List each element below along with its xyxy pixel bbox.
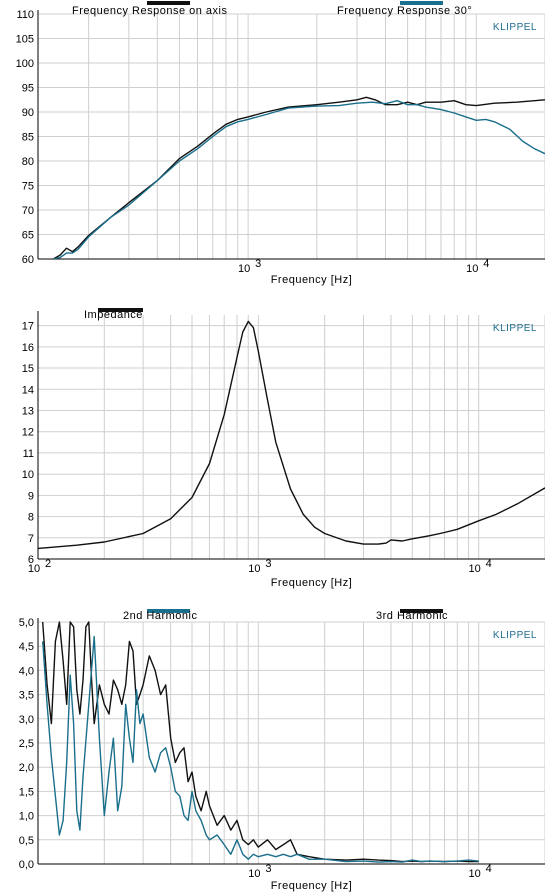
brand-label: KLIPPEL xyxy=(493,630,537,641)
legend-label: 2nd Harmonic xyxy=(123,610,197,622)
y-tick-label: 15 xyxy=(22,363,34,375)
x-tick-exponent: 4 xyxy=(486,863,492,875)
y-tick-label: 2,5 xyxy=(19,738,34,750)
y-tick-label: 17 xyxy=(22,321,34,333)
legend-label: 3rd Harmonic xyxy=(376,610,448,622)
legend-label: Frequency Response on axis xyxy=(72,5,227,17)
y-tick-label: 85 xyxy=(22,132,34,144)
series-line-impedance xyxy=(38,320,545,550)
y-tick-label: 7 xyxy=(28,533,34,545)
legend-swatch xyxy=(400,609,443,613)
series-line-frequency-response-30- xyxy=(53,99,545,259)
x-tick-label: 10 xyxy=(469,563,481,575)
y-tick-label: 4,0 xyxy=(19,665,34,677)
x-tick-exponent: 4 xyxy=(486,558,492,570)
y-tick-label: 10 xyxy=(22,469,34,481)
chart-imp: 6 7 8 9 10 11 12 13 14 15 16 17 10 2 10 3 10 4 Frequency [… xyxy=(22,308,545,589)
x-axis-label: Frequency [Hz] xyxy=(271,577,353,589)
y-tick-label: 110 xyxy=(16,9,34,21)
y-tick-label: 16 xyxy=(22,342,34,354)
legend-swatch xyxy=(147,609,190,613)
y-tick-label: 1,0 xyxy=(19,811,34,823)
x-tick-exponent: 3 xyxy=(265,558,271,570)
y-tick-label: 90 xyxy=(22,107,34,119)
y-tick-label: 1,5 xyxy=(19,786,34,798)
y-tick-label: 3,0 xyxy=(19,714,34,726)
legend-label: Impedance xyxy=(84,309,143,321)
x-tick-label: 10 xyxy=(248,868,260,880)
y-tick-label: 5,0 xyxy=(19,617,34,629)
y-tick-label: 14 xyxy=(22,384,34,396)
y-tick-label: 80 xyxy=(22,156,34,168)
y-tick-label: 2,0 xyxy=(19,762,34,774)
brand-label: KLIPPEL xyxy=(493,323,537,334)
y-tick-label: 13 xyxy=(22,405,34,417)
legend-swatch xyxy=(98,308,143,312)
x-tick-exponent: 3 xyxy=(255,258,261,270)
chart-freq: 60 65 70 75 80 85 90 95 100 105 110 10 3 10 4 Frequency… xyxy=(16,1,545,286)
legend-label: Frequency Response 30° xyxy=(337,5,472,17)
x-axis-label: Frequency [Hz] xyxy=(271,274,353,286)
series-line-2nd-harmonic xyxy=(42,635,479,863)
legend-swatch xyxy=(147,1,190,5)
y-tick-label: 3,5 xyxy=(19,690,34,702)
y-tick-label: 6 xyxy=(28,554,34,566)
y-tick-label: 11 xyxy=(23,448,34,460)
y-tick-label: 60 xyxy=(22,254,34,266)
chart-harm: 0,0 0,5 1,0 1,5 2,0 2,5 3,0 3,5 4,0 4,5 5,0 10 3 10 4 F… xyxy=(19,609,545,892)
y-tick-label: 0,5 xyxy=(19,835,34,847)
x-tick-label: 10 xyxy=(28,563,40,575)
y-tick-label: 8 xyxy=(28,512,34,524)
x-tick-exponent: 2 xyxy=(45,558,51,570)
y-tick-label: 95 xyxy=(22,83,34,95)
x-tick-label: 10 xyxy=(248,563,260,575)
y-tick-label: 65 xyxy=(22,230,34,242)
y-tick-label: 100 xyxy=(16,58,34,70)
y-tick-label: 75 xyxy=(22,181,34,193)
legend-swatch xyxy=(400,1,443,5)
y-tick-label: 70 xyxy=(22,205,34,217)
x-tick-exponent: 3 xyxy=(265,863,271,875)
x-tick-label: 10 xyxy=(466,263,478,275)
brand-label: KLIPPEL xyxy=(493,22,537,33)
x-tick-label: 10 xyxy=(238,263,250,275)
y-tick-label: 12 xyxy=(22,427,34,439)
x-axis-label: Frequency [Hz] xyxy=(271,880,353,892)
y-tick-label: 0,0 xyxy=(19,859,34,871)
x-tick-exponent: 4 xyxy=(483,258,489,270)
y-tick-label: 4,5 xyxy=(19,641,34,653)
y-tick-label: 9 xyxy=(28,490,34,502)
y-tick-label: 105 xyxy=(16,34,34,46)
x-tick-label: 10 xyxy=(469,868,481,880)
series-line-3rd-harmonic xyxy=(42,621,479,863)
